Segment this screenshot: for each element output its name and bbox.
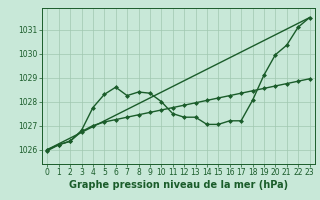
X-axis label: Graphe pression niveau de la mer (hPa): Graphe pression niveau de la mer (hPa)	[69, 180, 288, 190]
